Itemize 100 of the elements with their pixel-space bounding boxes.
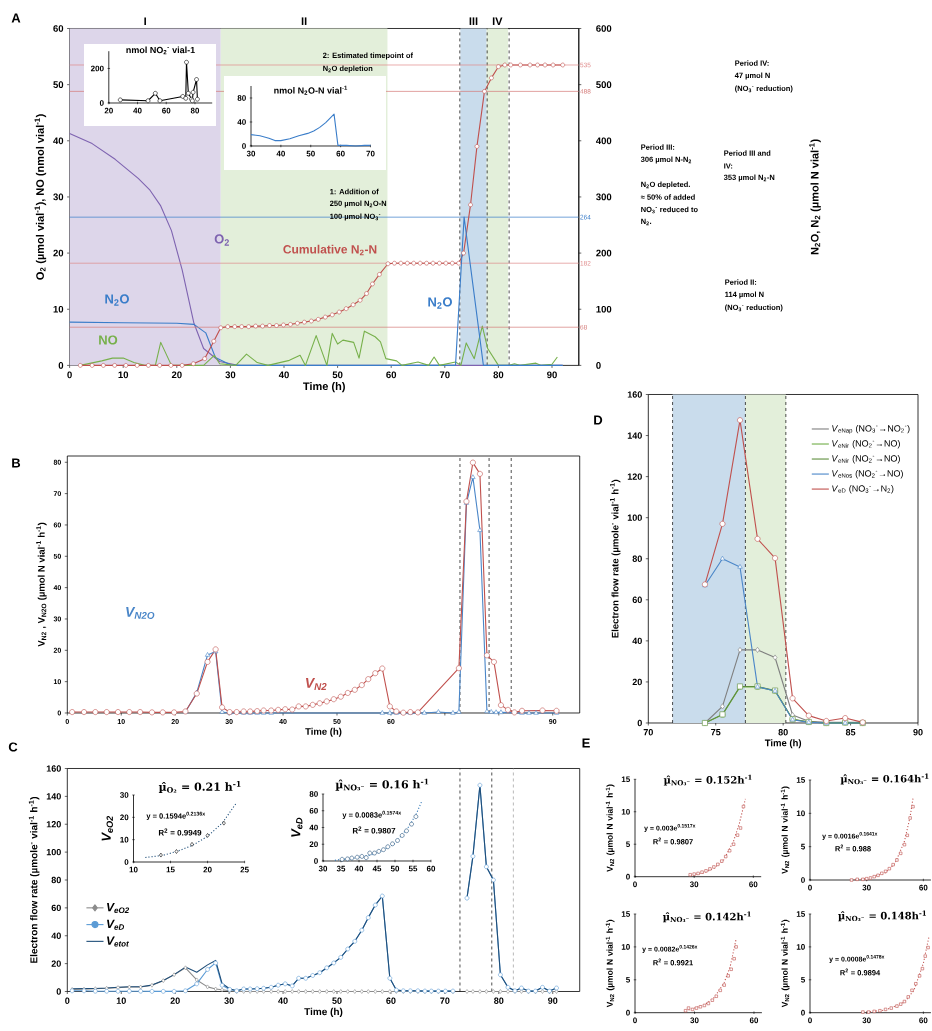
x-tick-label: 30 <box>862 1017 871 1024</box>
y-tick-label: 5 <box>626 977 630 983</box>
y-tick-label: 140 <box>627 432 642 439</box>
y-tick-label: 100 <box>46 848 61 856</box>
x-tick-label: 45 <box>372 865 382 872</box>
text: V$_{N2}$ , V$_{N2O}$ (µmol N vial$^{-1}$ h$^{-1}$) <box>36 522 47 647</box>
y-tick-label: 10 <box>621 944 630 950</box>
y-tick-label: 0 <box>124 859 129 865</box>
x-tick-label: 60 <box>749 881 758 888</box>
y-tick-label: 80 <box>309 791 318 797</box>
y-axis-title: V$_{N2}$ (µmol N vial$^{-1}$ h$^{-1}$) <box>780 786 790 874</box>
text: B <box>12 458 21 468</box>
y-tick-label: 160 <box>627 391 642 398</box>
y-tick-label: 80 <box>632 555 642 562</box>
y2-tick-label: 100 <box>596 305 612 313</box>
x-tick-label: 10 <box>129 866 138 873</box>
y-axis-title: V$_{N2}$ (µmol N vial$^{-1}$ h$^{-1}$) <box>780 919 790 1008</box>
y2-axis-title: N$_{2}$O, N$_{2}$ (µmol N vial$^{-1}$) <box>809 139 821 255</box>
chart-title: µ̂$_{NO₃⁻}$ = 0.148h$^{-1}$ <box>838 910 926 922</box>
y-tick-label: 40 <box>309 824 318 831</box>
y-tick-label: 20 <box>309 841 318 848</box>
x-tick-label: 30 <box>318 865 328 872</box>
y-axis-title: O$_{2}$ (µmol vial$^{-1}$), NO (nmol vial$^{-1}$) <box>34 114 47 280</box>
y-axis-title: V$_{N2}$ (µmol N vial$^{-1}$ h$^{-1}$) <box>605 784 615 872</box>
x-tick-label: 70 <box>439 371 450 379</box>
y2-tick-label: 300 <box>596 193 612 201</box>
y-tick-label: 10 <box>796 944 805 950</box>
x-tick-label: 90 <box>547 371 557 379</box>
y-tick-label: 15 <box>621 776 630 783</box>
x-tick-label: 50 <box>390 865 400 872</box>
series-label: N$_{2}$O <box>105 294 129 306</box>
y-tick-label: 160 <box>46 765 61 772</box>
y-tick-label: 100 <box>627 514 642 521</box>
y-axis-title: V$_{eO2}$ <box>101 815 113 841</box>
chart-title: nmol NO$_{2}$$^{-}$ vial-1 <box>126 46 195 55</box>
x-tick-label: 90 <box>548 997 558 1004</box>
legend-label: V$_{eNos}$ (NO$_{2}$$^{-}$→NO) <box>832 470 903 479</box>
x-tick-label: 20 <box>170 997 180 1004</box>
x-tick-label: 60 <box>919 1017 928 1024</box>
y-tick-label: 40 <box>51 932 61 939</box>
y-tick-label: 10 <box>53 305 64 313</box>
x-axis-title: Time (h) <box>764 739 802 749</box>
y-tick-label: 0 <box>58 362 64 369</box>
text: E <box>582 738 590 748</box>
chart-title: µ̂$_{NO₃⁻}$ = 0.16 h$^{-1}$ <box>335 778 429 791</box>
x-tick-label: 0 <box>67 371 72 379</box>
x-tick-label: 50 <box>332 997 342 1004</box>
y2-tick-label: 400 <box>595 137 612 145</box>
y-tick-label: 20 <box>53 249 64 257</box>
y-tick-label: 80 <box>237 95 246 101</box>
y-tick-label: 15 <box>796 777 805 783</box>
x-tick-label: 70 <box>366 150 375 157</box>
x-tick-label: 40 <box>278 997 288 1004</box>
y-tick-label: 30 <box>120 792 129 798</box>
band-label: I <box>144 17 146 25</box>
series-label: N$_{2}$O <box>428 297 452 309</box>
x-tick-label: 90 <box>913 729 923 736</box>
x-tick-label: 75 <box>711 729 721 736</box>
y-tick-label: 0 <box>56 988 61 995</box>
chart-title: µ̂$_{NO₃⁻}$ = 0.152h$^{-1}$ <box>663 774 752 786</box>
legend-label: V$_{etot}$ <box>107 936 129 947</box>
x-tick-label: 30 <box>246 150 256 157</box>
series-label: V$_{N2}$ <box>306 678 327 690</box>
y-tick-label: 10 <box>120 836 129 843</box>
x-tick-label: 25 <box>240 866 249 873</box>
x-tick-label: 20 <box>171 371 182 379</box>
text: O$_{2}$ <box>214 234 229 246</box>
y-tick-label: 30 <box>53 193 64 201</box>
x-tick-label: 0 <box>808 884 812 891</box>
chart-title: µ̂$_{NO₃⁻}$ = 0.164h$^{-1}$ <box>840 773 929 785</box>
x-axis-title: Time (h) <box>305 727 342 737</box>
x-tick-label: 60 <box>426 865 436 872</box>
y-tick-label: 120 <box>627 473 642 480</box>
x-tick-label: 60 <box>336 150 345 157</box>
y-tick-label: 0 <box>801 877 805 883</box>
y-tick-label: 40 <box>632 637 642 645</box>
band-label: IV <box>492 17 503 25</box>
y-tick-label: 20 <box>51 960 61 967</box>
y-axis-title: Electron flow rate (µmole$^{-}$ vial$^{-1}$ h$^{-1}$) <box>610 479 621 638</box>
x-tick-label: 80 <box>190 107 200 114</box>
legend-label: V$_{eNir}$ (NO$_{2}$$^{-}$→NO) <box>832 439 900 449</box>
band-label: III <box>469 17 478 25</box>
y-tick-label: 0 <box>626 873 630 880</box>
x-tick-label: 30 <box>225 371 236 379</box>
y-tick-label: 5 <box>626 841 630 848</box>
chart-title: nmol N$_{2}$O-N vial$^{-1}$ <box>274 85 348 95</box>
x-tick-label: 60 <box>162 107 171 114</box>
x-tick-label: 0 <box>65 997 70 1004</box>
text: V$_{N2O}$ <box>126 607 155 619</box>
x-tick-label: 0 <box>808 1017 812 1024</box>
x-tick-label: 50 <box>332 371 343 379</box>
x-tick-label: 40 <box>354 865 364 872</box>
y-tick-label: 60 <box>53 25 64 32</box>
y-tick-label: 20 <box>632 678 642 686</box>
x-tick-label: 30 <box>224 997 234 1004</box>
y-tick-label: 5 <box>801 843 805 850</box>
y-axis-title: V$_{N2}$ (µmol N vial$^{-1}$ h$^{-1}$) <box>605 919 615 1008</box>
text: D <box>594 415 603 425</box>
x-tick-label: 60 <box>386 371 397 379</box>
y-tick-label: 10 <box>621 808 630 815</box>
